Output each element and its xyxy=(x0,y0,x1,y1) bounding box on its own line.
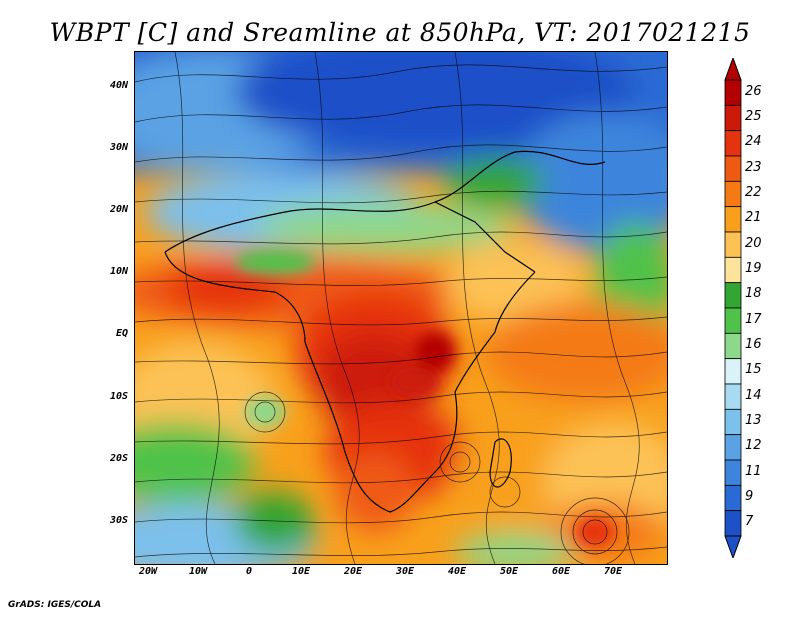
colorbar-label: 16 xyxy=(745,337,762,352)
colorbar-swatch xyxy=(724,307,742,334)
colorbar-swatch xyxy=(724,510,742,537)
lat-tick: EQ xyxy=(115,328,128,339)
lat-tick: 40N xyxy=(109,80,128,91)
colorbar-swatch xyxy=(724,408,742,436)
lat-tick: 10N xyxy=(109,266,128,277)
wbpt-field xyxy=(135,52,667,564)
colorbar-swatch xyxy=(724,282,742,309)
map-title: WBPT [C] and Sreamline at 850hPa, VT: 20… xyxy=(49,18,751,47)
colorbar-label: 15 xyxy=(745,362,762,378)
lon-tick: 30E xyxy=(395,566,415,577)
colorbar-label: 14 xyxy=(745,387,762,403)
colorbar-label: 9 xyxy=(745,489,754,504)
lon-tick: 20E xyxy=(343,566,363,577)
colorbar-swatch xyxy=(724,434,742,461)
lon-tick: 10E xyxy=(291,566,311,577)
lon-tick: 0 xyxy=(245,566,253,577)
lon-tick: 40E xyxy=(447,566,467,577)
colorbar-swatch xyxy=(724,358,742,385)
colorbar-swatch xyxy=(724,459,742,486)
colorbar-label: 18 xyxy=(745,286,762,302)
lat-tick: 10S xyxy=(109,391,128,402)
colorbar-swatch xyxy=(724,484,742,512)
map-panel xyxy=(134,51,668,565)
colorbar-swatch xyxy=(724,180,742,208)
colorbar-label: 20 xyxy=(745,235,762,251)
lat-tick: 30N xyxy=(109,142,128,153)
colorbar-label: 7 xyxy=(745,514,754,530)
colorbar-swatch xyxy=(724,104,742,132)
colorbar-swatch xyxy=(724,155,742,182)
lon-tick: 10W xyxy=(188,566,208,577)
lat-tick: 30S xyxy=(109,515,128,526)
lat-tick: 20S xyxy=(109,453,128,464)
colorbar-label: 24 xyxy=(745,134,762,150)
colorbar-cap-bottom xyxy=(724,535,742,558)
lon-tick: 20W xyxy=(138,566,158,577)
colorbar-cap-top xyxy=(724,58,742,81)
colorbar-label: 12 xyxy=(745,438,762,454)
colorbar-label: 17 xyxy=(745,311,762,327)
colorbar-label: 13 xyxy=(745,413,762,428)
lon-tick: 70E xyxy=(603,566,623,577)
colorbar-label: 22 xyxy=(745,185,762,200)
colorbar xyxy=(724,58,742,558)
colorbar-swatch xyxy=(724,332,742,360)
colorbar-swatch xyxy=(724,79,742,106)
colorbar-swatch xyxy=(724,256,742,284)
colorbar-label: 23 xyxy=(745,159,762,175)
footer-credit: GrADS: IGES/COLA xyxy=(8,600,102,610)
colorbar-swatch xyxy=(724,206,742,233)
colorbar-label: 11 xyxy=(745,463,762,479)
colorbar-label: 19 xyxy=(745,261,762,276)
colorbar-swatch xyxy=(724,383,742,410)
lon-tick: 60E xyxy=(551,566,571,577)
colorbar-label: 26 xyxy=(745,83,762,99)
lon-tick: 50E xyxy=(499,566,519,577)
colorbar-label: 21 xyxy=(745,210,762,226)
colorbar-label: 25 xyxy=(745,109,762,124)
colorbar-swatch xyxy=(724,130,742,157)
lat-tick: 20N xyxy=(109,204,128,215)
colorbar-swatch xyxy=(724,231,742,258)
